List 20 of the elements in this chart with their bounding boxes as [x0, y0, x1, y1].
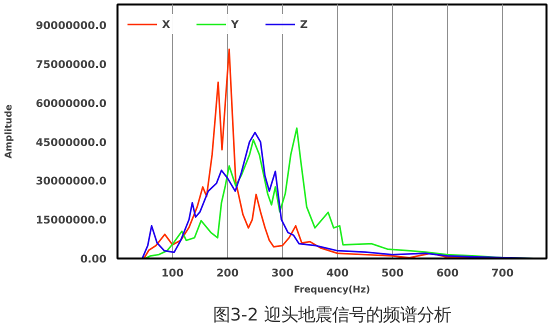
x-tick-label: 300	[271, 266, 294, 280]
legend-label: X	[162, 18, 172, 30]
x-axis-title: Frequency(Hz)	[294, 284, 370, 296]
x-tick-label: 500	[381, 266, 404, 280]
legend-label: Z	[300, 18, 309, 30]
y-tick-label: 60000000.0	[36, 96, 106, 110]
x-tick-label: 400	[326, 266, 349, 280]
y-tick-label: 90000000.0	[36, 19, 106, 32]
text: 图3-2 迎头地震信号的频谱分析	[213, 306, 451, 326]
y-tick-label: 45000000.0	[36, 136, 106, 149]
x-tick-label: 100	[161, 266, 184, 280]
x-tick-label: 200	[216, 266, 239, 280]
y-tick-label: 30000000.0	[36, 174, 106, 188]
legend-label: Y	[231, 18, 240, 30]
x-tick-label: 700	[491, 266, 514, 280]
y-tick-label: 0.00	[80, 252, 107, 266]
y-tick-label: 75000000.0	[36, 58, 106, 72]
y-tick-label: 15000000.0	[36, 214, 106, 227]
y-axis-title: Amplitude	[4, 104, 15, 159]
x-tick-label: 600	[436, 266, 459, 280]
